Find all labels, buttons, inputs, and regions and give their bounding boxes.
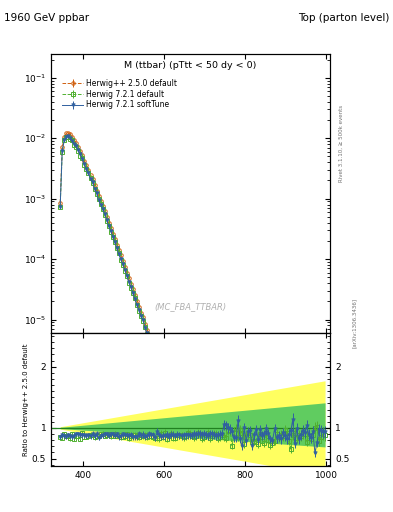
Text: 1960 GeV ppbar: 1960 GeV ppbar: [4, 13, 89, 23]
Text: Top (parton level): Top (parton level): [298, 13, 389, 23]
Text: [arXiv:1306.3436]: [arXiv:1306.3436]: [352, 297, 357, 348]
Text: M (ttbar) (pTtt < 50 dy < 0): M (ttbar) (pTtt < 50 dy < 0): [125, 61, 257, 70]
Text: (MC_FBA_TTBAR): (MC_FBA_TTBAR): [154, 302, 227, 311]
Y-axis label: Ratio to Herwig++ 2.5.0 default: Ratio to Herwig++ 2.5.0 default: [23, 343, 29, 456]
Legend: Herwig++ 2.5.0 default, Herwig 7.2.1 default, Herwig 7.2.1 softTune: Herwig++ 2.5.0 default, Herwig 7.2.1 def…: [61, 77, 178, 111]
Text: Rivet 3.1.10, ≥ 500k events: Rivet 3.1.10, ≥ 500k events: [339, 105, 344, 182]
